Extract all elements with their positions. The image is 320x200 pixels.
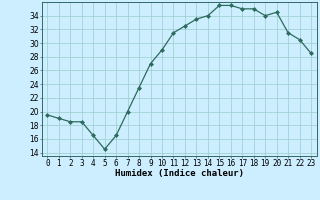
- X-axis label: Humidex (Indice chaleur): Humidex (Indice chaleur): [115, 169, 244, 178]
